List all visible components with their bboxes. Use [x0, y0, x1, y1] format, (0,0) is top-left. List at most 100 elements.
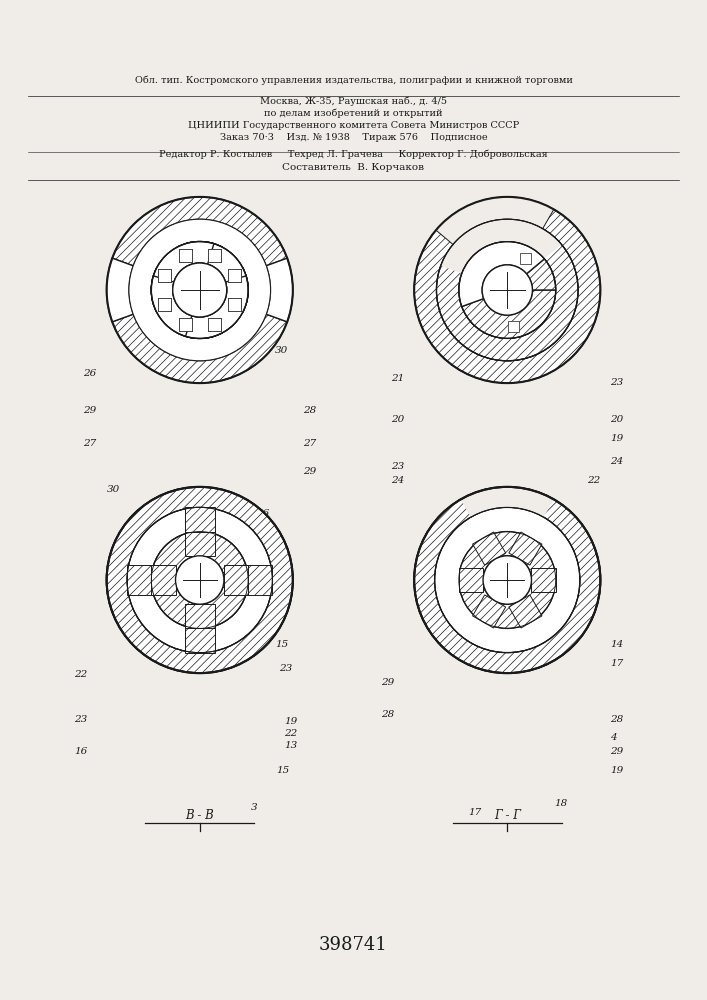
Text: 30: 30	[275, 346, 288, 355]
Text: 27: 27	[303, 439, 316, 448]
Wedge shape	[112, 197, 287, 266]
Text: 24: 24	[611, 457, 624, 466]
Wedge shape	[151, 267, 176, 313]
Wedge shape	[151, 267, 176, 313]
Text: 22: 22	[74, 670, 87, 679]
Text: 29: 29	[83, 406, 96, 415]
Wedge shape	[460, 544, 491, 575]
Text: 19: 19	[611, 434, 624, 443]
Wedge shape	[523, 585, 554, 616]
Text: Фиг. 4: Фиг. 4	[180, 594, 219, 607]
Text: 31: 31	[135, 513, 148, 522]
Text: 15: 15	[276, 766, 290, 775]
Text: E - E: E - E	[493, 519, 522, 532]
Polygon shape	[158, 298, 171, 311]
Text: 23: 23	[279, 664, 293, 673]
Circle shape	[127, 507, 272, 653]
Polygon shape	[208, 318, 221, 331]
Wedge shape	[460, 585, 491, 616]
Wedge shape	[153, 587, 192, 626]
Text: 19: 19	[284, 717, 298, 726]
Text: Фиг. 5: Фиг. 5	[488, 594, 527, 607]
Text: 16: 16	[74, 747, 87, 756]
Polygon shape	[224, 565, 248, 595]
Polygon shape	[179, 249, 192, 262]
Circle shape	[173, 263, 227, 317]
Wedge shape	[107, 487, 293, 673]
Polygon shape	[472, 532, 506, 565]
Text: 19: 19	[611, 766, 624, 775]
Text: по делам изобретений и открытий: по делам изобретений и открытий	[264, 108, 443, 118]
Wedge shape	[177, 314, 223, 338]
Text: 24: 24	[526, 313, 539, 322]
Text: 26: 26	[256, 509, 269, 518]
Polygon shape	[158, 269, 171, 282]
Text: Д - Д: Д - Д	[185, 521, 215, 534]
Wedge shape	[185, 276, 248, 338]
Wedge shape	[527, 259, 556, 290]
Wedge shape	[223, 267, 248, 313]
Wedge shape	[151, 276, 214, 338]
Polygon shape	[127, 565, 175, 595]
Text: 28: 28	[381, 710, 395, 719]
Polygon shape	[185, 532, 215, 556]
Text: 13: 13	[284, 741, 298, 750]
Polygon shape	[228, 269, 241, 282]
Wedge shape	[436, 197, 554, 245]
Text: 21: 21	[391, 374, 404, 383]
Wedge shape	[153, 534, 192, 573]
Wedge shape	[461, 487, 554, 517]
Polygon shape	[224, 565, 272, 595]
Wedge shape	[223, 267, 248, 313]
Text: 25: 25	[486, 313, 500, 322]
Text: 14: 14	[611, 640, 624, 649]
Polygon shape	[208, 318, 221, 331]
Polygon shape	[208, 249, 221, 262]
Text: Фиг. 7: Фиг. 7	[488, 304, 527, 317]
Circle shape	[483, 556, 532, 604]
Wedge shape	[177, 242, 223, 266]
Wedge shape	[185, 242, 248, 304]
Text: Москва, Ж-35, Раушская наб., д. 4/5: Москва, Ж-35, Раушская наб., д. 4/5	[260, 97, 447, 106]
Text: 27: 27	[83, 439, 96, 448]
Wedge shape	[523, 544, 554, 575]
Wedge shape	[153, 587, 192, 626]
Wedge shape	[185, 242, 248, 304]
Text: 17: 17	[611, 659, 624, 668]
Wedge shape	[207, 587, 246, 626]
Text: 23: 23	[391, 462, 404, 471]
Wedge shape	[440, 219, 561, 273]
Text: 6: 6	[559, 513, 566, 522]
Circle shape	[127, 507, 272, 653]
Polygon shape	[151, 565, 175, 595]
Wedge shape	[492, 603, 522, 628]
Wedge shape	[436, 219, 578, 361]
Text: 29: 29	[381, 678, 395, 687]
Text: 30: 30	[107, 485, 120, 494]
Polygon shape	[509, 595, 542, 628]
Wedge shape	[177, 242, 223, 266]
Text: 3: 3	[252, 803, 258, 812]
Text: 18: 18	[554, 799, 568, 808]
Text: 22: 22	[284, 729, 298, 738]
Text: 5: 5	[204, 518, 211, 527]
Polygon shape	[532, 568, 556, 592]
Text: 17: 17	[468, 808, 481, 817]
Circle shape	[175, 556, 224, 604]
Text: 28: 28	[303, 406, 316, 415]
Wedge shape	[151, 242, 214, 304]
Wedge shape	[151, 242, 214, 304]
Wedge shape	[267, 258, 293, 322]
Circle shape	[129, 219, 271, 361]
Text: 1: 1	[209, 308, 216, 317]
Polygon shape	[472, 595, 506, 628]
Wedge shape	[107, 258, 133, 322]
Polygon shape	[158, 269, 171, 282]
Wedge shape	[207, 534, 246, 573]
Text: 1: 1	[583, 332, 589, 341]
Text: 24: 24	[391, 476, 404, 485]
Wedge shape	[112, 314, 287, 383]
Text: 29: 29	[611, 747, 624, 756]
Wedge shape	[185, 276, 248, 338]
Wedge shape	[414, 487, 600, 673]
